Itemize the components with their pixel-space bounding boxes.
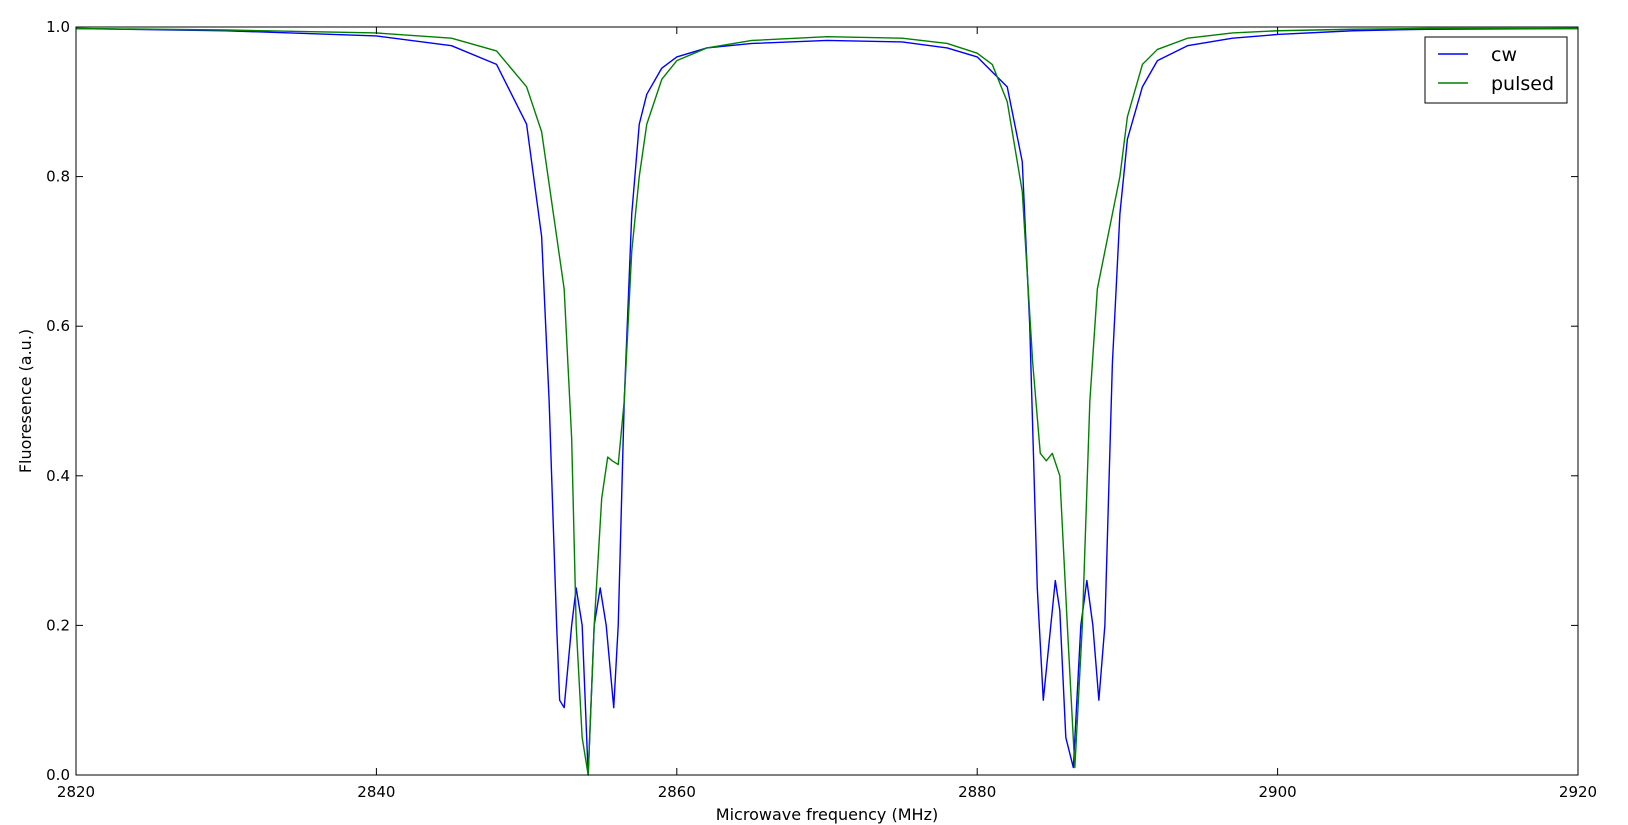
legend: cw pulsed [1424, 36, 1568, 104]
x-tick-label: 2860 [658, 783, 696, 801]
y-axis-label: Fluoresence (a.u.) [16, 329, 35, 473]
x-axis-label: Microwave frequency (MHz) [716, 805, 938, 824]
y-tick-label: 1.0 [46, 18, 70, 36]
series-line-cw [75, 27, 1579, 776]
x-tick-label: 2880 [958, 783, 996, 801]
series-line-pulsed [75, 27, 1578, 776]
x-tick-label: 2820 [57, 783, 95, 801]
y-tick-label: 0.2 [46, 616, 70, 634]
y-tick-label: 0.4 [46, 467, 70, 485]
legend-label-pulsed: pulsed [1491, 73, 1554, 95]
axes-frame [75, 26, 1579, 776]
x-tick-label: 2920 [1559, 783, 1597, 801]
x-tick-label: 2840 [357, 783, 395, 801]
legend-box [1424, 36, 1568, 104]
ticks-layer: 2820 2840 2860 2880 2900 2920 0.0 0.2 0.4 0.6 0.8 1… [46, 18, 1597, 801]
x-tick-label: 2900 [1259, 783, 1297, 801]
y-tick-label: 0.8 [46, 168, 70, 186]
legend-label-cw: cw [1491, 44, 1517, 66]
y-tick-label: 0.0 [46, 766, 70, 784]
series-layer [75, 27, 1579, 776]
y-tick-label: 0.6 [46, 317, 70, 335]
